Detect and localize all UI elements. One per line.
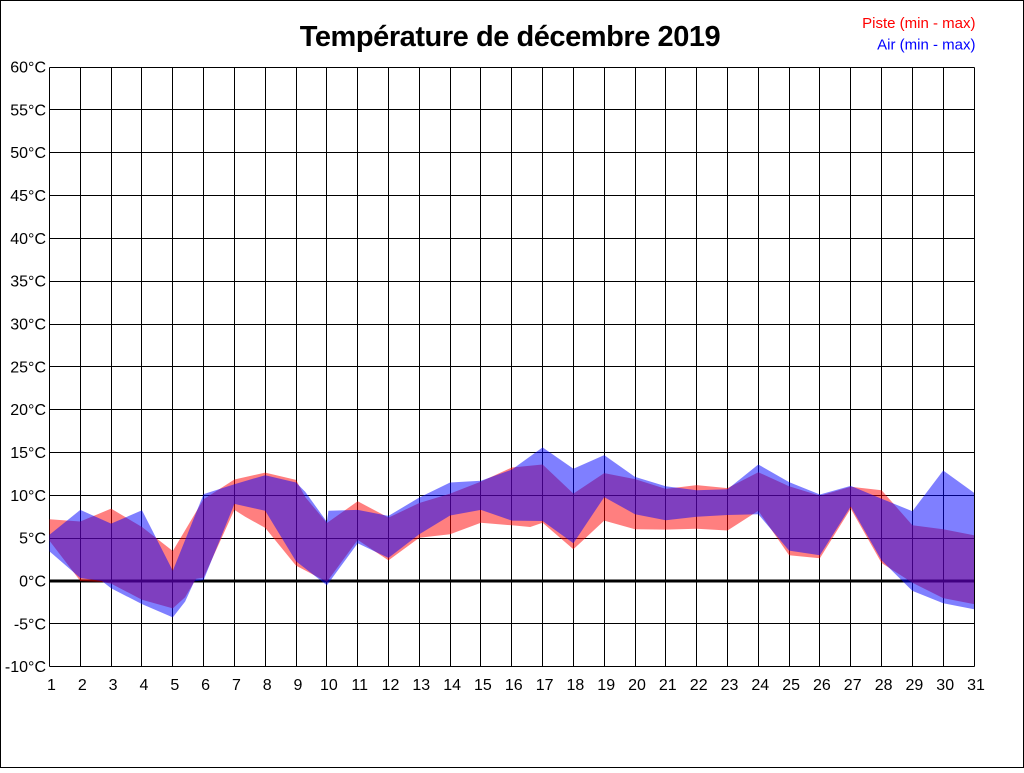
svg-text:31: 31	[967, 677, 985, 694]
svg-text:Piste (min - max): Piste (min - max)	[862, 15, 975, 32]
svg-text:11: 11	[351, 677, 368, 694]
svg-text:30°C: 30°C	[10, 317, 46, 334]
svg-text:15: 15	[474, 677, 492, 694]
svg-text:60°C: 60°C	[10, 60, 46, 77]
svg-text:12: 12	[382, 677, 400, 694]
svg-text:5: 5	[170, 677, 179, 694]
svg-text:10°C: 10°C	[10, 488, 46, 505]
svg-text:4: 4	[140, 677, 149, 694]
svg-text:14: 14	[443, 677, 461, 694]
svg-text:1: 1	[47, 677, 56, 694]
svg-text:0°C: 0°C	[19, 574, 46, 591]
svg-text:18: 18	[567, 677, 585, 694]
svg-text:25: 25	[782, 677, 800, 694]
svg-text:17: 17	[536, 677, 554, 694]
svg-text:22: 22	[690, 677, 708, 694]
svg-text:29: 29	[906, 677, 924, 694]
svg-text:50°C: 50°C	[10, 145, 46, 162]
svg-text:21: 21	[659, 677, 677, 694]
svg-text:30: 30	[936, 677, 954, 694]
svg-text:16: 16	[505, 677, 523, 694]
svg-text:9: 9	[294, 677, 303, 694]
svg-text:-5°C: -5°C	[14, 616, 46, 633]
svg-text:5°C: 5°C	[19, 531, 46, 548]
svg-text:19: 19	[597, 677, 615, 694]
svg-text:Air (min - max): Air (min - max)	[877, 37, 975, 54]
svg-text:20: 20	[628, 677, 646, 694]
svg-text:23: 23	[721, 677, 739, 694]
svg-text:6: 6	[201, 677, 210, 694]
svg-text:25°C: 25°C	[10, 359, 46, 376]
svg-text:45°C: 45°C	[10, 188, 46, 205]
svg-text:20°C: 20°C	[10, 402, 46, 419]
svg-text:3: 3	[109, 677, 118, 694]
svg-text:-10°C: -10°C	[5, 659, 46, 676]
svg-text:24: 24	[751, 677, 769, 694]
svg-text:13: 13	[412, 677, 430, 694]
svg-text:26: 26	[813, 677, 831, 694]
svg-text:40°C: 40°C	[10, 231, 46, 248]
svg-text:10: 10	[320, 677, 338, 694]
svg-text:27: 27	[844, 677, 862, 694]
svg-text:35°C: 35°C	[10, 274, 46, 291]
svg-text:55°C: 55°C	[10, 102, 46, 119]
svg-text:Température de décembre 2019: Température de décembre 2019	[300, 21, 721, 53]
svg-text:2: 2	[78, 677, 87, 694]
svg-text:7: 7	[232, 677, 241, 694]
svg-text:8: 8	[263, 677, 272, 694]
svg-text:28: 28	[875, 677, 893, 694]
svg-text:15°C: 15°C	[10, 445, 46, 462]
